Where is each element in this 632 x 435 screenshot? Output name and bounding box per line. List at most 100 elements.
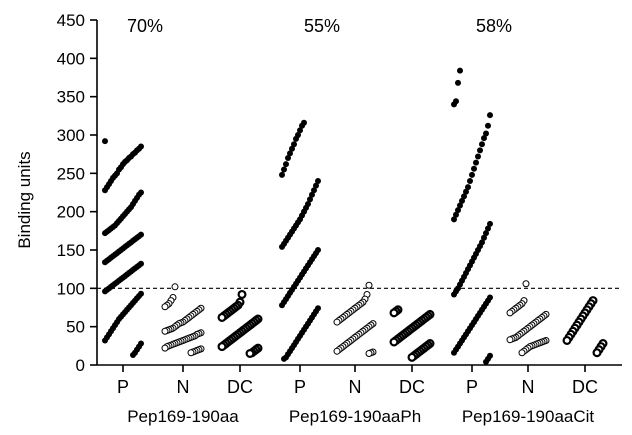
y-axis-label: Binding units bbox=[15, 151, 34, 248]
data-point bbox=[506, 309, 514, 317]
data-point bbox=[465, 184, 471, 191]
category-label: N bbox=[522, 377, 535, 397]
category-label: DC bbox=[399, 377, 425, 397]
data-point bbox=[281, 355, 287, 362]
y-tick-label: 150 bbox=[57, 241, 85, 260]
data-point bbox=[483, 358, 489, 365]
y-tick-label: 350 bbox=[57, 88, 85, 107]
data-point bbox=[245, 349, 255, 359]
percent-label: 58% bbox=[476, 16, 512, 36]
data-point bbox=[485, 122, 491, 129]
data-points bbox=[102, 67, 608, 365]
data-point bbox=[457, 67, 463, 74]
data-point bbox=[451, 101, 457, 108]
data-point bbox=[365, 281, 373, 289]
data-point bbox=[477, 147, 483, 154]
data-point bbox=[459, 197, 465, 204]
data-point bbox=[315, 178, 321, 184]
data-point bbox=[161, 303, 169, 311]
data-point bbox=[389, 337, 399, 347]
data-point bbox=[309, 191, 315, 198]
data-point bbox=[333, 347, 341, 355]
data-point bbox=[297, 127, 303, 134]
data-point bbox=[455, 207, 461, 214]
data-point bbox=[453, 211, 459, 218]
data-point bbox=[287, 150, 293, 157]
data-point bbox=[481, 234, 487, 241]
axes: 0 50 100 150 200 250 300 350 400 450 bbox=[57, 11, 622, 375]
data-point bbox=[130, 352, 136, 359]
data-point bbox=[455, 79, 461, 86]
data-point bbox=[102, 138, 108, 145]
data-point bbox=[102, 337, 108, 344]
percent-label: 55% bbox=[304, 16, 340, 36]
data-point bbox=[281, 166, 287, 173]
data-point bbox=[518, 349, 526, 357]
data-point bbox=[307, 196, 313, 203]
data-point bbox=[451, 291, 457, 298]
data-point bbox=[102, 187, 108, 194]
data-point bbox=[479, 141, 485, 148]
data-point bbox=[522, 280, 530, 288]
data-point bbox=[171, 283, 179, 291]
data-point bbox=[483, 130, 489, 137]
data-point bbox=[483, 230, 489, 237]
data-point bbox=[313, 182, 319, 189]
data-point bbox=[451, 216, 457, 223]
data-point bbox=[467, 178, 473, 184]
data-point bbox=[389, 308, 399, 318]
y-tick-label: 100 bbox=[57, 279, 85, 298]
data-point bbox=[279, 243, 285, 250]
data-point bbox=[285, 155, 291, 161]
category-label: P bbox=[294, 377, 306, 397]
data-point bbox=[311, 187, 317, 194]
y-tick-label: 450 bbox=[57, 11, 85, 30]
data-point bbox=[237, 289, 247, 299]
y-tick-label: 200 bbox=[57, 203, 85, 222]
y-tick-label: 300 bbox=[57, 126, 85, 145]
data-point bbox=[102, 288, 108, 295]
data-point bbox=[461, 193, 467, 200]
data-point bbox=[592, 348, 602, 358]
data-point bbox=[475, 153, 481, 160]
y-tick-label: 0 bbox=[76, 356, 85, 375]
data-point bbox=[471, 165, 477, 172]
y-tick-label: 250 bbox=[57, 164, 85, 183]
group-label: Pep169-190aaCit bbox=[462, 407, 595, 426]
data-point bbox=[451, 349, 457, 356]
data-point bbox=[217, 342, 227, 352]
data-point bbox=[299, 122, 305, 129]
data-point bbox=[187, 349, 195, 357]
group-label: Pep169-190aaPh bbox=[289, 407, 421, 426]
data-point bbox=[161, 344, 169, 352]
data-point bbox=[293, 135, 299, 142]
data-point bbox=[487, 220, 493, 227]
axis-labels: P N DC Pep169-190aa 70% P N DC Pep169-190aaPh 55%… bbox=[117, 16, 598, 426]
data-point bbox=[365, 350, 373, 357]
data-point bbox=[217, 312, 227, 322]
category-label: P bbox=[466, 377, 478, 397]
data-point bbox=[473, 159, 479, 166]
data-point bbox=[102, 230, 108, 237]
category-label: P bbox=[117, 377, 129, 397]
y-tick-label: 400 bbox=[57, 49, 85, 68]
category-label: N bbox=[177, 377, 190, 397]
data-point bbox=[487, 112, 493, 119]
data-point bbox=[457, 202, 463, 209]
data-point bbox=[463, 188, 469, 195]
y-tick-label: 50 bbox=[66, 318, 85, 337]
data-point bbox=[102, 259, 108, 266]
category-label: DC bbox=[227, 377, 253, 397]
category-label: N bbox=[349, 377, 362, 397]
data-point bbox=[562, 335, 572, 345]
data-point bbox=[481, 135, 487, 142]
data-point bbox=[289, 145, 295, 152]
data-point bbox=[407, 352, 417, 362]
data-point bbox=[469, 171, 475, 178]
data-point bbox=[485, 225, 491, 232]
percent-label: 70% bbox=[127, 16, 163, 36]
data-point bbox=[279, 171, 285, 178]
group-label: Pep169-190aa bbox=[127, 407, 239, 426]
data-point bbox=[333, 318, 341, 326]
